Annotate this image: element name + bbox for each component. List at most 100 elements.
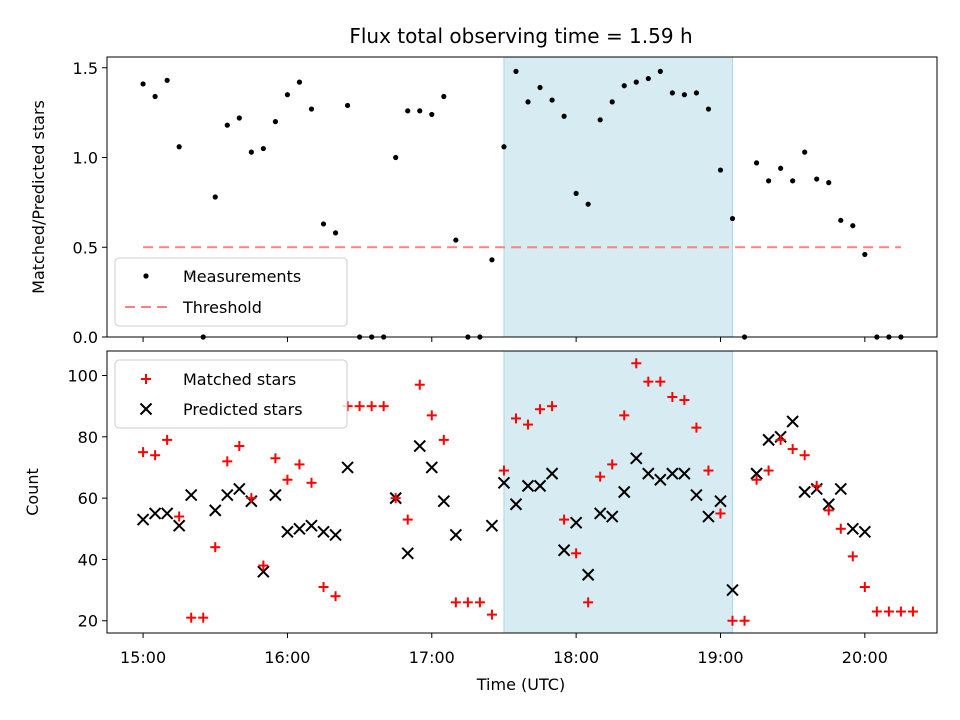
- matched-star-point: [354, 401, 365, 412]
- matched-star-point: [907, 606, 918, 617]
- x-axis-label: Time (UTC): [476, 675, 565, 694]
- matched-star-point: [474, 597, 485, 608]
- matched-star-point: [835, 523, 846, 534]
- measurement-point: [778, 165, 784, 171]
- measurement-point: [296, 79, 303, 85]
- measurement-point: [405, 108, 411, 114]
- predicted-star-point: [209, 504, 222, 517]
- measurement-point: [705, 106, 712, 112]
- matched-star-point: [583, 597, 594, 608]
- y-tick-label: 100: [67, 367, 98, 386]
- measurement-point: [308, 106, 315, 112]
- measurement-point: [645, 75, 651, 82]
- measurement-point: [320, 221, 327, 227]
- matched-star-point: [643, 376, 654, 387]
- measurement-point: [850, 223, 856, 229]
- predicted-star-point: [678, 467, 691, 480]
- measurement-point: [633, 79, 639, 85]
- predicted-star-point: [654, 473, 667, 486]
- legend-label-threshold: Threshold: [182, 298, 262, 317]
- predicted-star-point: [485, 519, 499, 532]
- legend-box: [114, 257, 348, 327]
- legend: Matched stars Predicted stars: [114, 359, 348, 429]
- legend-plus-marker: [141, 374, 151, 384]
- matched-star-point: [775, 434, 786, 445]
- predicted-star-point: [786, 415, 799, 428]
- y-tick-label: 0.0: [73, 328, 98, 347]
- predicted-star-point: [834, 482, 847, 496]
- matched-star-point: [715, 508, 726, 519]
- predicted-star-point: [533, 479, 547, 493]
- measurement-point: [814, 176, 820, 182]
- predicted-star-point: [666, 467, 679, 480]
- predicted-star-point: [690, 488, 703, 502]
- matched-star-point: [198, 612, 209, 623]
- matched-star-point: [895, 606, 906, 617]
- predicted-star-point: [317, 525, 330, 539]
- matched-star-point: [414, 379, 425, 390]
- legend-label-matched: Matched stars: [183, 370, 296, 389]
- measurement-point: [212, 194, 218, 200]
- matched-star-point: [799, 450, 810, 461]
- predicted-star-point: [257, 565, 270, 578]
- y-axis-label: Count: [23, 468, 42, 516]
- chart-title: Flux total observing time = 1.59 h: [349, 24, 692, 48]
- matched-star-point: [378, 401, 389, 412]
- matched-star-point: [823, 505, 834, 516]
- matched-star-point: [691, 422, 702, 433]
- y-tick-label: 0.5: [73, 238, 98, 257]
- predicted-star-point: [858, 525, 872, 539]
- matched-star-point: [438, 434, 449, 445]
- predicted-star-point: [497, 476, 511, 490]
- predicted-star-point: [221, 488, 234, 502]
- matched-star-point: [679, 395, 690, 406]
- predicted-star-point: [798, 485, 811, 499]
- measurement-point: [573, 190, 579, 197]
- matched-star-point: [306, 477, 317, 488]
- predicted-star-point: [449, 528, 463, 542]
- legend-marker-matched: [141, 374, 151, 384]
- measurement-point: [272, 119, 279, 125]
- matched-star-point: [607, 459, 618, 470]
- predicted-star-point: [413, 439, 426, 453]
- measurement-point: [862, 251, 868, 258]
- y-axis-label: Matched/Predicted stars: [29, 100, 48, 294]
- predicted-star-point: [618, 485, 631, 499]
- measurement-point: [681, 92, 687, 98]
- matched-star-point: [847, 551, 858, 562]
- predicted-star-point: [545, 467, 559, 480]
- y-tick-label: 1.0: [73, 149, 98, 168]
- measurement-point: [765, 178, 772, 184]
- y-tick-label: 1.5: [73, 59, 98, 78]
- predicted-star-point: [136, 513, 150, 526]
- predicted-star-point: [557, 544, 571, 557]
- matched-star-point: [294, 459, 305, 470]
- predicted-star-point: [846, 522, 860, 535]
- predicted-star-point: [184, 488, 198, 502]
- predicted-star-point: [521, 479, 535, 493]
- matched-star-point: [859, 582, 870, 593]
- matched-star-point: [282, 474, 293, 485]
- predicted-star-point: [425, 461, 438, 474]
- matched-star-point: [138, 447, 149, 458]
- predicted-star-point: [822, 498, 835, 511]
- measurement-point: [417, 108, 423, 114]
- matched-star-point: [787, 444, 798, 455]
- matched-star-point: [210, 542, 221, 553]
- measurement-point: [429, 111, 435, 118]
- measurement-point: [260, 145, 266, 152]
- measurement-point: [224, 122, 230, 128]
- matched-star-point: [595, 471, 606, 482]
- matched-star-point: [426, 410, 437, 421]
- measurement-point: [669, 90, 675, 96]
- matched-star-point: [258, 560, 269, 571]
- matched-star-point: [222, 456, 233, 467]
- measurement-point: [549, 97, 555, 103]
- predicted-star-point: [750, 467, 763, 480]
- matched-star-point: [523, 419, 534, 430]
- matched-star-point: [390, 493, 401, 504]
- predicted-star-point: [305, 519, 318, 532]
- x-axis-ticks: 15:00 16:00 17:00 18:00 19:00 20:00: [120, 633, 888, 667]
- y-tick-label: 60: [78, 489, 98, 508]
